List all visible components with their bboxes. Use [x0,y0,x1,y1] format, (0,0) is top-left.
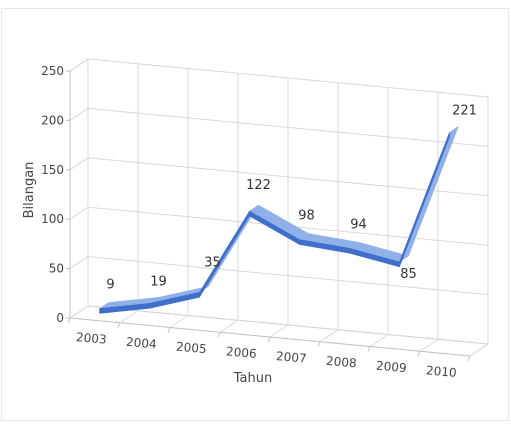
x-tick-label: 2010 [426,363,458,380]
x-tick-mark [117,322,121,328]
data-labels: 9 19 35 122 98 94 85 221 [106,103,477,292]
floor-gridline [269,324,289,338]
floor-gridline [369,334,389,347]
x-tick-mark [367,346,371,352]
y-tick-label: 150 [41,163,64,177]
floor-gridline [419,338,439,352]
x-tick-mark [167,327,171,333]
series-segment [399,132,450,267]
floor-gridline [319,329,339,343]
x-tick-mark [67,317,71,324]
floor-gridline [219,319,239,333]
data-label: 221 [452,103,477,118]
x-tick-label: 2004 [126,335,158,352]
y-tick-labels: 0 50 100 150 200 250 [41,64,64,325]
floor-gridline [69,305,89,319]
x-tick-mark [217,332,221,338]
y-tick-label: 0 [56,311,64,325]
x-tick-label: 2003 [76,330,108,347]
data-label: 122 [246,178,271,193]
chart-border [1,8,509,421]
x-tick-mark [417,351,421,357]
data-label: 35 [204,255,221,270]
data-label: 94 [350,217,367,232]
y-gridline-side [69,107,89,121]
x-axis-label: Tahun [233,371,272,386]
x-tick-mark [267,336,271,343]
y-gridline-side [69,157,89,171]
data-label: 19 [150,274,167,289]
x-tick-labels: 2003 2004 2005 2006 2007 2008 2009 2010 [76,330,458,380]
floor-gridline [169,315,189,328]
y-tick-label: 100 [41,212,64,226]
data-label: 98 [298,209,315,224]
x-tick-label: 2005 [176,340,208,357]
x-tick-label: 2008 [326,354,358,371]
x-tick-label: 2009 [376,359,408,376]
floor-gridline [119,310,139,324]
y-tick-label: 50 [49,262,64,276]
data-label: 85 [400,267,417,282]
x-tick-mark [317,341,321,347]
y-gridline-side [69,206,89,220]
series-ribbon [99,125,460,314]
x-tick-label: 2007 [276,349,308,366]
series-segment [199,210,250,299]
y-axis-label: Bilangan [22,162,37,219]
data-label: 9 [106,277,114,292]
y-tick-label: 250 [41,64,64,78]
floor-gridline [469,343,489,357]
y-gridline-side [69,58,89,72]
x-tick-mark [467,355,471,362]
x-tick-label: 2006 [226,344,258,361]
y-tick-label: 200 [41,113,64,127]
y-gridline-side [69,256,89,270]
